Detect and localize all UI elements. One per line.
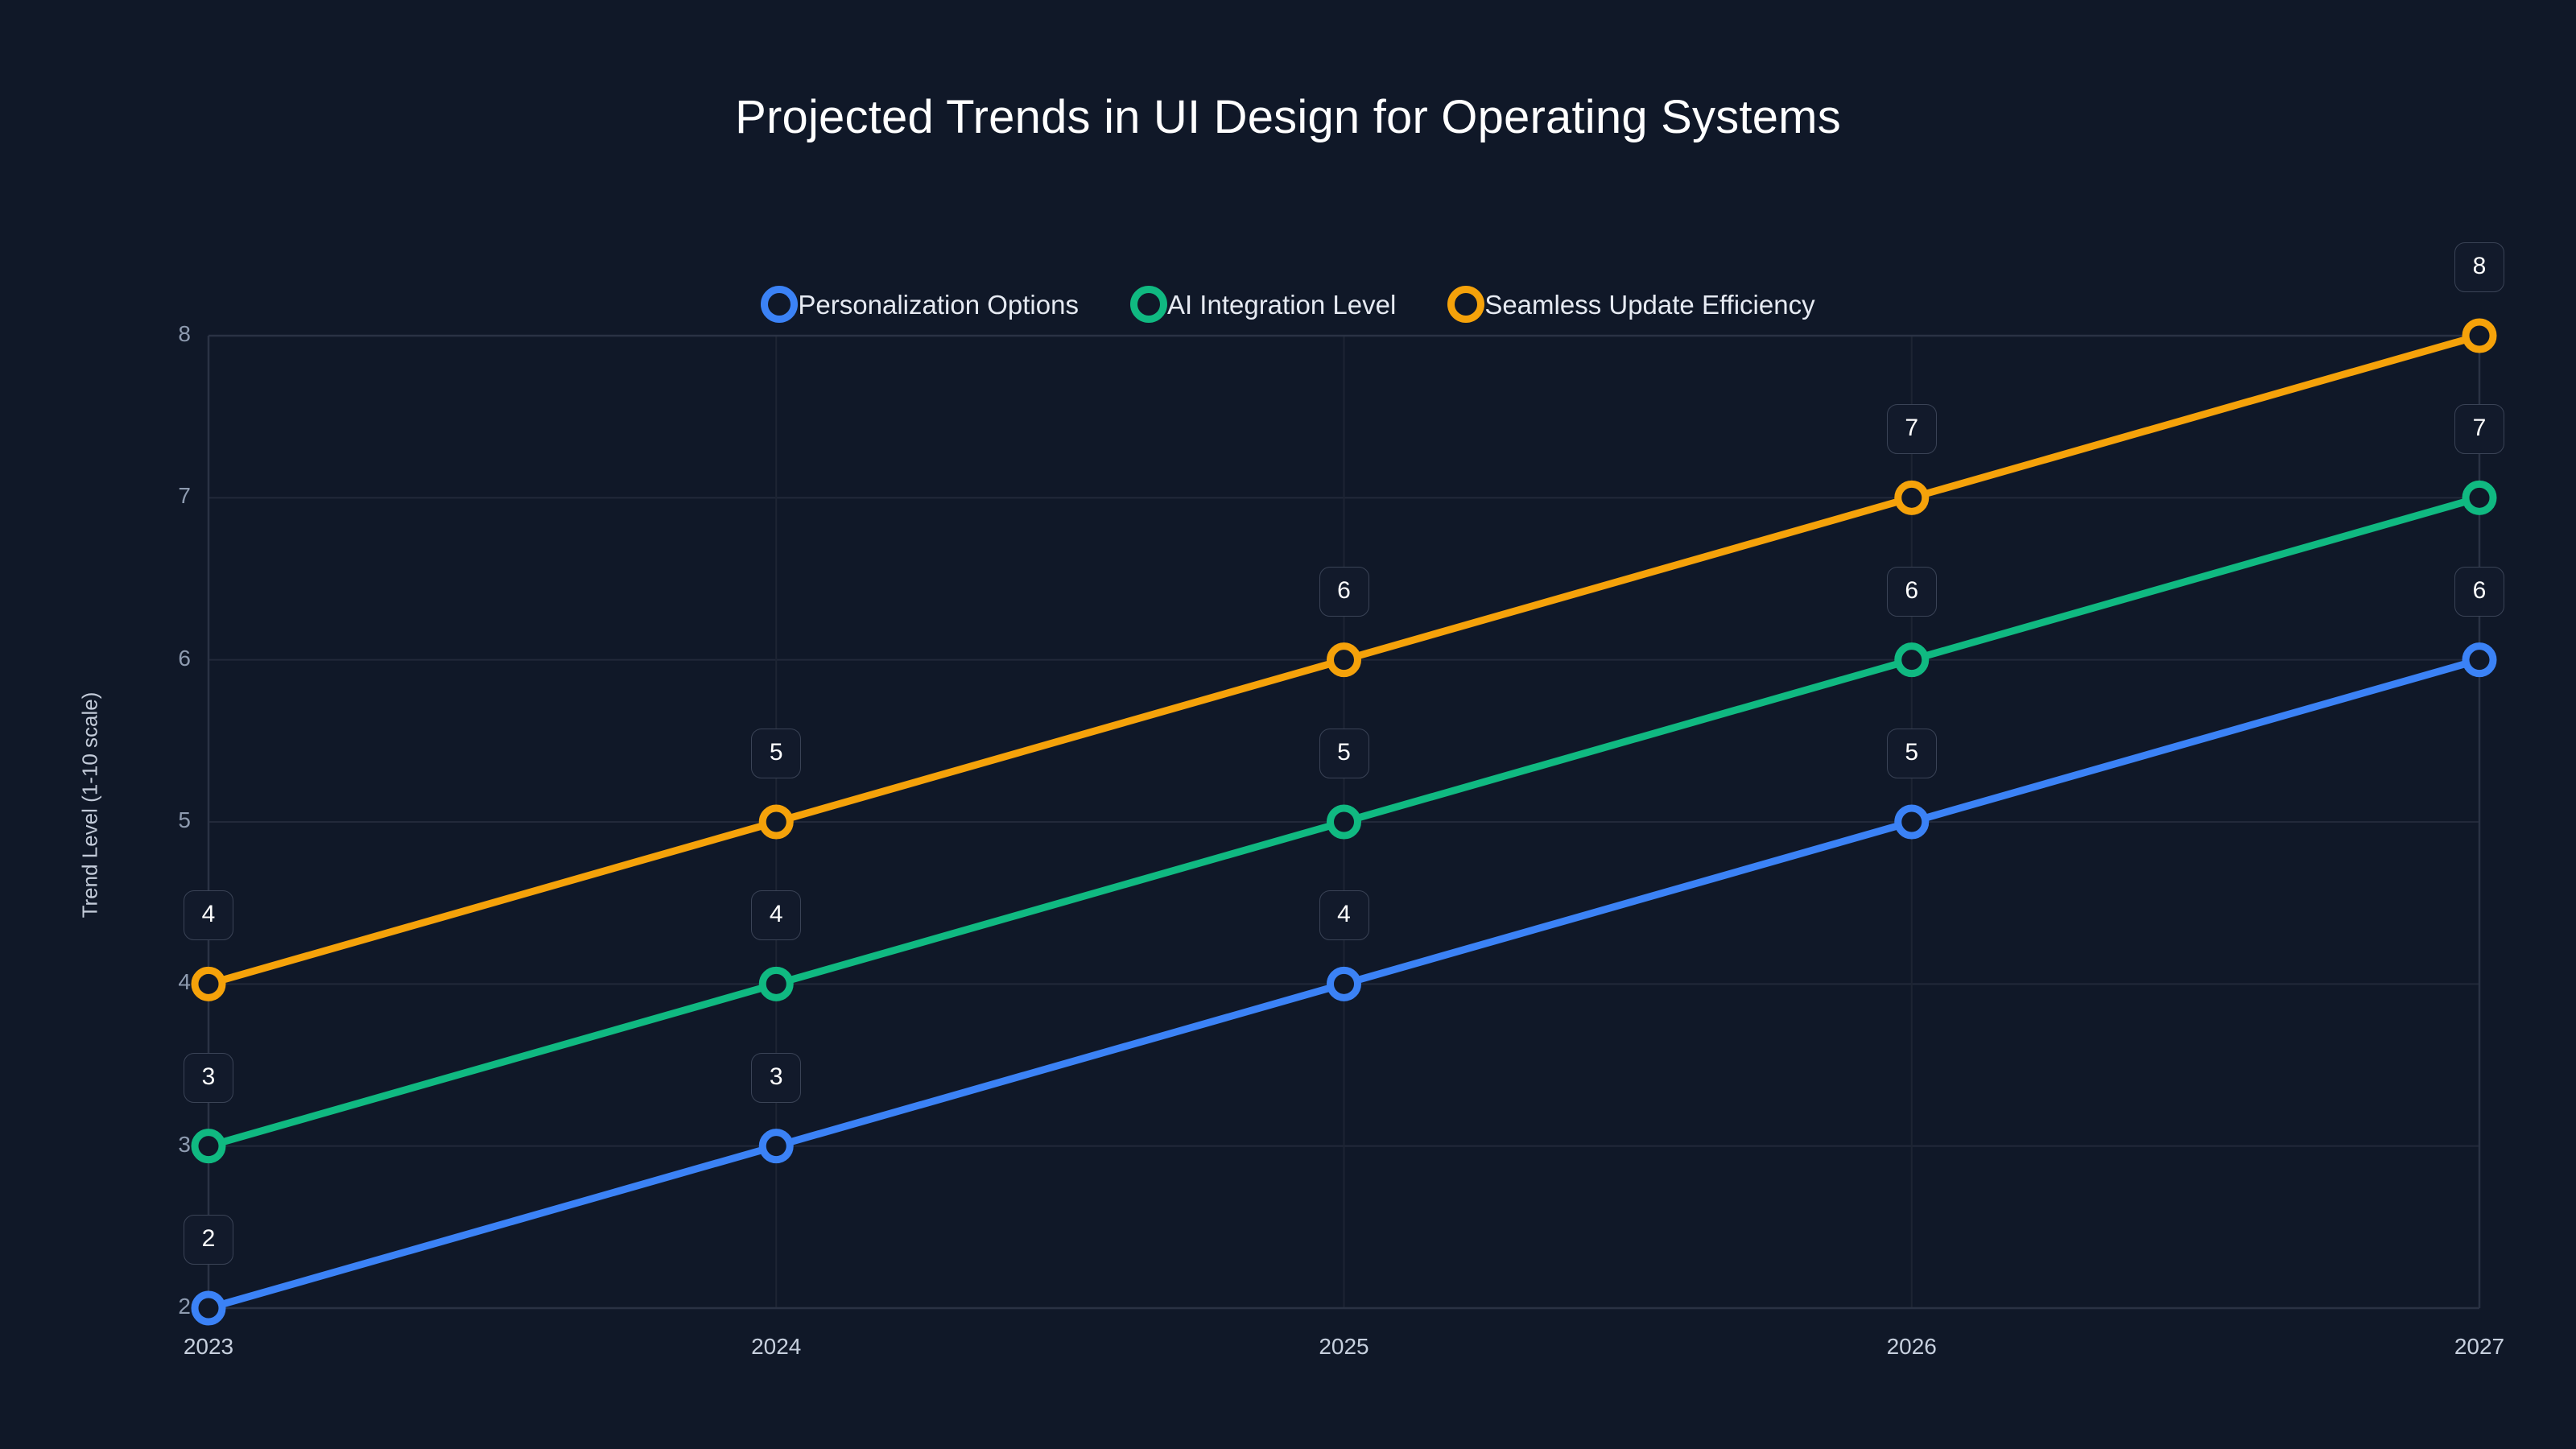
page-title: Projected Trends in UI Design for Operat… xyxy=(735,91,1841,143)
y-axis-tick-label: 5 xyxy=(178,807,191,832)
legend-item-0[interactable]: Personalization Options xyxy=(761,286,1079,323)
chart-legend: Personalization Options AI Integration Le… xyxy=(0,286,2576,323)
legend-item-label: AI Integration Level xyxy=(1166,289,1397,320)
data-point-label: 5 xyxy=(751,729,802,778)
y-axis-tick-label: 7 xyxy=(178,483,191,509)
x-axis-tick-label: 2027 xyxy=(2454,1334,2505,1359)
data-point-label: 6 xyxy=(1886,566,1937,617)
data-point-marker[interactable] xyxy=(1327,804,1361,840)
data-point-label: 4 xyxy=(751,890,802,941)
x-axis-tick-label: 2025 xyxy=(1319,1334,1369,1359)
data-point-marker[interactable] xyxy=(758,966,794,1001)
y-axis-tick-label: 2 xyxy=(178,1294,191,1319)
data-point-marker[interactable] xyxy=(191,1290,226,1326)
data-point-marker[interactable] xyxy=(1894,480,1930,515)
data-point-marker[interactable] xyxy=(1327,642,1361,678)
data-point-marker[interactable] xyxy=(191,1129,226,1164)
data-point-marker[interactable] xyxy=(2462,642,2497,678)
data-point-label: 6 xyxy=(2454,566,2504,617)
x-axis-tick-label: 2026 xyxy=(1886,1334,1937,1359)
data-point-marker[interactable] xyxy=(1894,804,1930,840)
data-point-marker[interactable] xyxy=(191,966,226,1001)
circle-outline-icon xyxy=(761,286,799,323)
data-point-label: 6 xyxy=(1319,566,1369,617)
legend-item-label: Seamless Update Efficiency xyxy=(1484,289,1815,320)
y-axis-tick-label: 3 xyxy=(178,1131,191,1157)
y-axis-tick-label: 4 xyxy=(178,969,191,995)
data-point-label: 3 xyxy=(751,1052,802,1103)
data-point-marker[interactable] xyxy=(1327,966,1361,1001)
data-point-label: 4 xyxy=(1319,890,1369,941)
legend-item-label: Personalization Options xyxy=(798,289,1079,320)
y-axis-tick-label: 6 xyxy=(178,645,191,671)
data-point-marker[interactable] xyxy=(2462,318,2497,353)
data-point-marker[interactable] xyxy=(758,804,794,840)
data-point-label: 8 xyxy=(2454,242,2504,292)
data-point-marker[interactable] xyxy=(758,1129,794,1164)
legend-item-1[interactable]: AI Integration Level xyxy=(1129,286,1397,323)
circle-outline-icon xyxy=(1129,286,1167,323)
data-point-label: 7 xyxy=(2454,404,2504,455)
data-point-marker[interactable] xyxy=(2462,480,2497,515)
data-point-label: 5 xyxy=(1319,729,1369,778)
legend-item-2[interactable]: Seamless Update Efficiency xyxy=(1447,286,1815,323)
circle-outline-icon xyxy=(1447,286,1485,323)
x-axis-tick-label: 2024 xyxy=(751,1334,802,1359)
y-axis-tick-label: 8 xyxy=(178,321,191,346)
data-point-label: 7 xyxy=(1886,404,1937,455)
x-axis-tick-label: 2023 xyxy=(183,1334,234,1359)
data-point-label: 3 xyxy=(184,1052,233,1103)
data-point-marker[interactable] xyxy=(1894,642,1930,678)
data-point-label: 2 xyxy=(184,1215,233,1265)
data-point-label: 4 xyxy=(184,890,233,941)
data-point-label: 5 xyxy=(1886,729,1937,778)
